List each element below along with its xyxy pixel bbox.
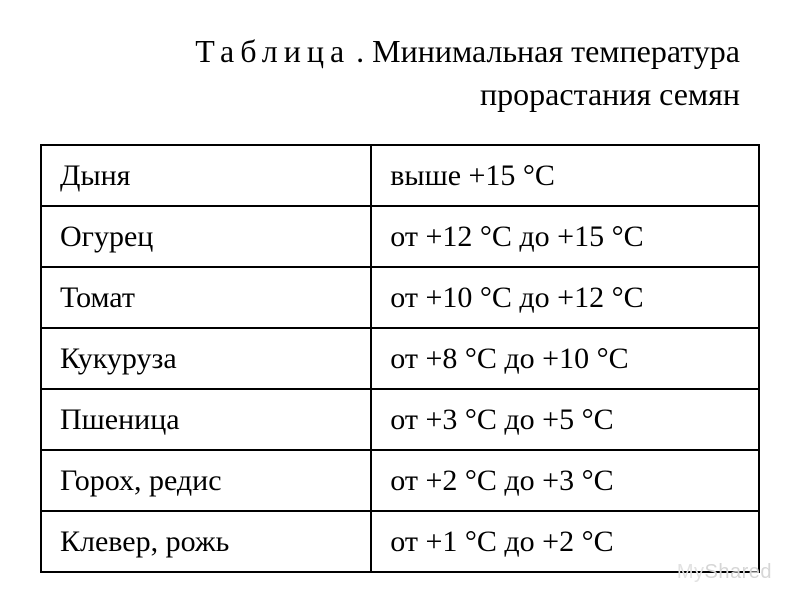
plant-name-cell: Томат — [41, 267, 371, 328]
caption-line-2: прорастания семян — [40, 73, 740, 116]
table-row: Томат от +10 °C до +12 °C — [41, 267, 759, 328]
temperature-cell: от +2 °C до +3 °C — [371, 450, 759, 511]
germination-temperature-table: Дыня выше +15 °C Огурец от +12 °C до +15… — [40, 144, 760, 573]
table-row: Дыня выше +15 °C — [41, 145, 759, 206]
temperature-cell: от +12 °C до +15 °C — [371, 206, 759, 267]
caption-spaced-word: Таблица — [195, 33, 350, 69]
watermark: MyShared — [677, 561, 772, 584]
temperature-cell: от +3 °C до +5 °C — [371, 389, 759, 450]
plant-name-cell: Кукуруза — [41, 328, 371, 389]
temperature-cell: от +10 °C до +12 °C — [371, 267, 759, 328]
caption-line1-rest: . Минимальная температура — [356, 33, 740, 69]
plant-name-cell: Огурец — [41, 206, 371, 267]
table-caption: Таблица. Минимальная температура прораст… — [40, 30, 760, 116]
table-row: Огурец от +12 °C до +15 °C — [41, 206, 759, 267]
caption-line-1: Таблица. Минимальная температура — [40, 30, 740, 73]
plant-name-cell: Клевер, рожь — [41, 511, 371, 572]
temperature-cell: выше +15 °C — [371, 145, 759, 206]
table-row: Клевер, рожь от +1 °C до +2 °C — [41, 511, 759, 572]
table-row: Кукуруза от +8 °C до +10 °C — [41, 328, 759, 389]
table-row: Горох, редис от +2 °C до +3 °C — [41, 450, 759, 511]
plant-name-cell: Горох, редис — [41, 450, 371, 511]
plant-name-cell: Дыня — [41, 145, 371, 206]
plant-name-cell: Пшеница — [41, 389, 371, 450]
temperature-cell: от +8 °C до +10 °C — [371, 328, 759, 389]
watermark-part1: My — [677, 561, 705, 583]
table-row: Пшеница от +3 °C до +5 °C — [41, 389, 759, 450]
watermark-part2: Shared — [705, 561, 773, 583]
